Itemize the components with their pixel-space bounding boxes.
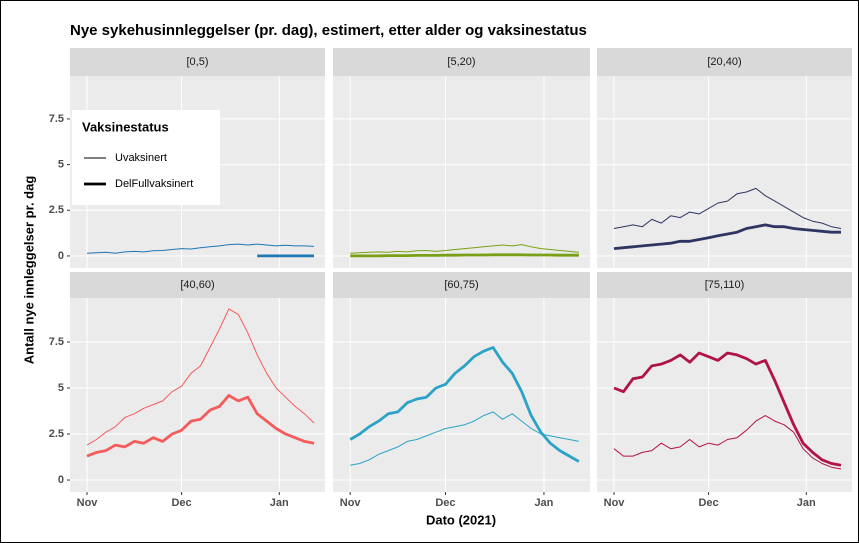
panel-background — [597, 76, 852, 268]
series-line — [86, 394, 315, 458]
strip-label: [20,40) — [707, 56, 741, 68]
strip — [333, 272, 590, 298]
strip-label: [0,5) — [186, 56, 208, 68]
y-tick-label: 7.5 — [49, 336, 64, 348]
y-tick-label: 2.5 — [49, 428, 64, 440]
strip-label: [40,60) — [180, 279, 214, 291]
legend-label: DelFullvaksinert — [115, 178, 193, 190]
y-tick-label: 7.5 — [49, 113, 64, 125]
series-line — [613, 351, 842, 467]
panel-background — [597, 298, 852, 492]
panel-background — [70, 298, 325, 492]
series-line — [350, 244, 579, 254]
y-tick-label: 0 — [58, 474, 64, 486]
y-tick-label: 2.5 — [49, 204, 64, 216]
x-tick-label: Dec — [698, 497, 718, 509]
chart-title: Nye sykehusinnleggelser (pr. dag), estim… — [70, 22, 587, 39]
series-line — [86, 243, 315, 254]
x-axis-label: Dato (2021) — [426, 512, 496, 527]
legend: Vaksinestatus Uvaksinert DelFullvaksinert — [72, 110, 220, 205]
strip — [70, 48, 325, 76]
panel-background — [333, 76, 590, 268]
y-axis-label: Antall nye innleggelser pr. dag — [21, 176, 36, 365]
series-line — [86, 308, 315, 446]
legend-label: Uvaksinert — [115, 152, 167, 164]
x-tick-label: Nov — [77, 497, 99, 509]
strip — [597, 272, 852, 298]
x-tick-label: Dec — [435, 497, 455, 509]
y-tick-label: 5 — [58, 159, 64, 171]
strip-label: [75,110) — [705, 279, 745, 291]
legend-title: Vaksinestatus — [82, 119, 169, 134]
x-tick-label: Jan — [270, 497, 289, 509]
x-tick-label: Dec — [171, 497, 191, 509]
strip — [333, 48, 590, 76]
series-line — [613, 415, 842, 470]
x-tick-label: Nov — [604, 497, 626, 509]
y-tick-label: 5 — [58, 382, 64, 394]
y-tick-label: 0 — [58, 250, 64, 262]
strip-label: [5,20) — [447, 56, 475, 68]
series-line — [613, 187, 842, 229]
strip-label: [60,75) — [444, 279, 478, 291]
panel-background — [333, 298, 590, 492]
x-tick-label: Nov — [340, 497, 362, 509]
x-tick-label: Jan — [797, 497, 816, 509]
series-line — [349, 346, 580, 463]
series-line — [350, 253, 579, 258]
series-line — [613, 223, 841, 250]
strip — [70, 272, 325, 298]
x-tick-label: Jan — [534, 497, 553, 509]
strip — [597, 48, 852, 76]
panels: [0,5) 0 2.5 5 7.5 [5,20) [20,40) [40,60) 0 2.5 5 7.… — [49, 48, 852, 509]
